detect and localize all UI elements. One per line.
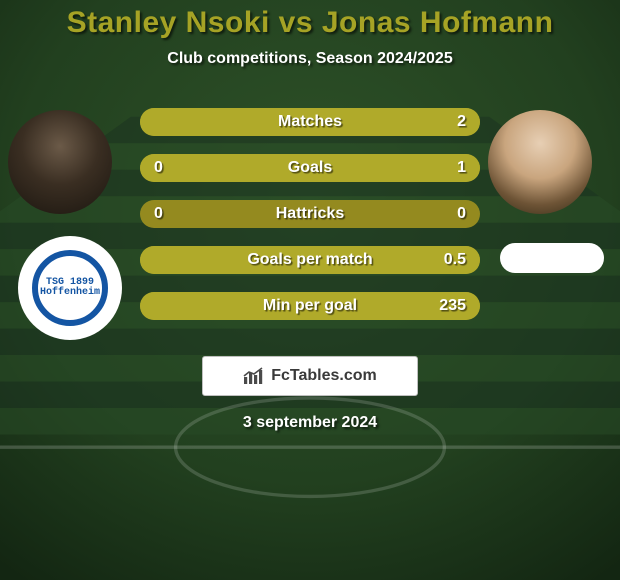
stat-left-hattricks: 0 (154, 205, 163, 223)
source-badge: FcTables.com (202, 356, 418, 396)
chart-icon (243, 367, 265, 385)
player-right-avatar (488, 110, 592, 214)
comparison-title: Stanley Nsoki vs Jonas Hofmann (0, 0, 620, 40)
club-right-logo (500, 243, 604, 273)
source-badge-text: FcTables.com (271, 367, 377, 385)
stat-right-goals: 1 (457, 159, 466, 177)
stat-bar-matches: Matches 2 (140, 108, 480, 136)
stat-bar-goals: 0 Goals 1 (140, 154, 480, 182)
stat-bars: Matches 2 0 Goals 1 0 Hattricks 0 Goals per matc… (140, 108, 480, 320)
stat-right-hattricks: 0 (457, 205, 466, 223)
stat-right-matches: 2 (457, 113, 466, 131)
club-left-logo: TSG 1899 Hoffenheim (18, 236, 122, 340)
club-left-badge: TSG 1899 Hoffenheim (32, 250, 108, 326)
player-left-avatar (8, 110, 112, 214)
stat-right-mpg: 235 (439, 297, 466, 315)
comparison-subtitle: Club competitions, Season 2024/2025 (0, 50, 620, 68)
club-left-badge-line2: Hoffenheim (40, 288, 100, 299)
stat-label-mpg: Min per goal (263, 297, 357, 315)
stat-bar-hattricks: 0 Hattricks 0 (140, 200, 480, 228)
stat-left-goals: 0 (154, 159, 163, 177)
stat-right-gpm: 0.5 (444, 251, 466, 269)
stat-label-goals: Goals (288, 159, 332, 177)
stat-bar-gpm: Goals per match 0.5 (140, 246, 480, 274)
comparison-date: 3 september 2024 (0, 414, 620, 432)
stat-label-matches: Matches (278, 113, 342, 131)
stat-label-gpm: Goals per match (247, 251, 372, 269)
stat-bar-mpg: Min per goal 235 (140, 292, 480, 320)
stat-label-hattricks: Hattricks (276, 205, 344, 223)
comparison-body: TSG 1899 Hoffenheim Matches 2 0 Goals 1 0 Hatt… (0, 108, 620, 338)
